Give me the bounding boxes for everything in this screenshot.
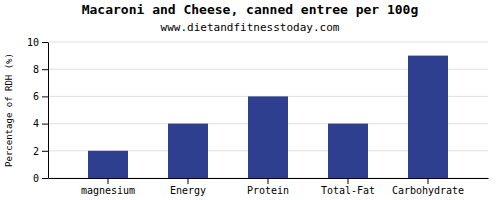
x-tick: Protein — [247, 178, 289, 196]
x-tick-label: Protein — [247, 185, 289, 196]
x-tick-mark — [348, 178, 349, 184]
x-tick: Total-Fat — [321, 178, 375, 196]
bar — [408, 56, 448, 178]
subtitle: www.dietandfitnesstoday.com — [161, 21, 340, 34]
bar — [328, 124, 368, 178]
title: Macaroni and Cheese, canned entree per 1… — [82, 2, 419, 17]
x-tick-mark — [428, 178, 429, 184]
x-tick-mark — [188, 178, 189, 184]
y-tick-label: 0 — [33, 173, 39, 184]
y-tick-mark — [42, 178, 48, 179]
y-axis-line — [48, 43, 49, 179]
x-axis: magnesium Energy Protein Total-Fat Carbohydr… — [49, 178, 489, 196]
y-tick-mark — [42, 42, 48, 43]
bars — [88, 56, 448, 178]
x-tick-mark — [268, 178, 269, 184]
grid-line — [48, 42, 488, 43]
x-tick-label: Carbohydrate — [392, 185, 464, 196]
y-tick: 8 — [33, 64, 48, 75]
y-tick-mark — [42, 96, 48, 97]
grid — [48, 42, 488, 178]
y-tick-label: 10 — [27, 37, 39, 48]
x-tick-label: Total-Fat — [321, 185, 375, 196]
y-axis: 0 2 4 6 8 10 — [27, 37, 49, 184]
x-tick: Energy — [170, 178, 206, 196]
x-tick: Carbohydrate — [392, 178, 464, 196]
plot: magnesium Energy Protein Total-Fat Carbohydr… — [27, 37, 489, 196]
chart: Macaroni and Cheese, canned entree per 1… — [0, 0, 500, 200]
y-tick: 6 — [33, 91, 48, 102]
y-tick-label: 4 — [33, 118, 39, 129]
x-tick-mark — [108, 178, 109, 184]
y-tick-label: 6 — [33, 91, 39, 102]
bar — [248, 96, 288, 178]
x-tick-label: Energy — [170, 185, 206, 196]
y-tick: 10 — [27, 37, 48, 48]
bar — [168, 124, 208, 178]
y-tick-mark — [42, 151, 48, 152]
bar — [88, 151, 128, 178]
y-tick-label: 2 — [33, 146, 39, 157]
x-tick-label: magnesium — [81, 185, 135, 196]
y-tick-mark — [42, 69, 48, 70]
y-tick: 4 — [33, 118, 48, 129]
y-tick: 0 — [33, 173, 48, 184]
x-tick: magnesium — [81, 178, 135, 196]
y-tick-mark — [42, 124, 48, 125]
y-tick-label: 8 — [33, 64, 39, 75]
y-tick: 2 — [33, 146, 48, 157]
y-axis-title: Percentage of RDH (%) — [4, 53, 14, 167]
